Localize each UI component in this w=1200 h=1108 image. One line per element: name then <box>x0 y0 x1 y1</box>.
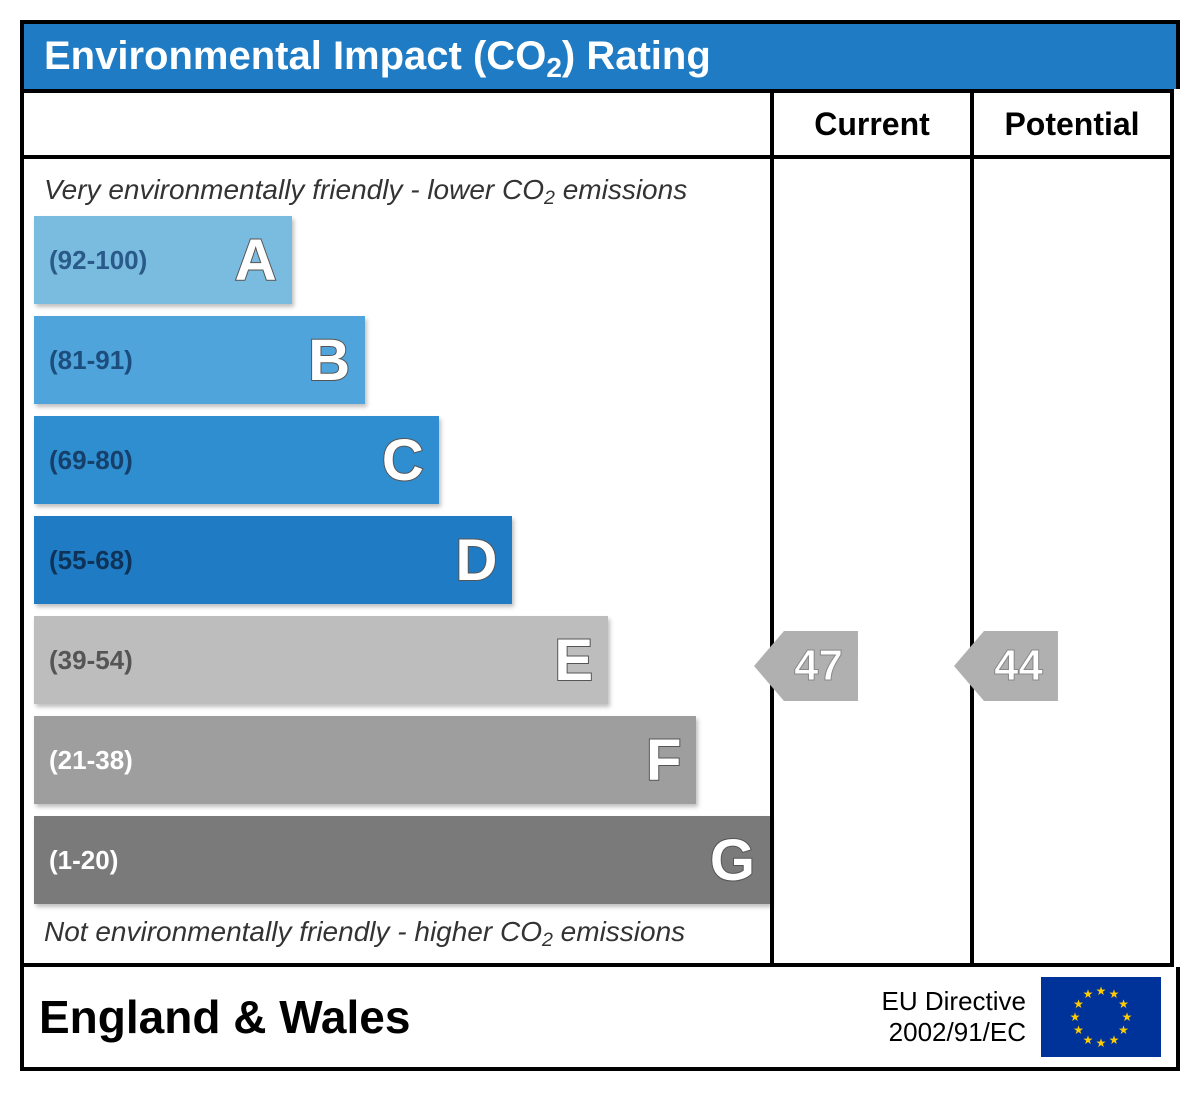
band-A: (92-100) A <box>34 216 292 304</box>
eu-star: ★ <box>1083 987 1094 1001</box>
band-letter: B <box>308 327 350 394</box>
band-range: (21-38) <box>49 745 133 776</box>
band-E: (39-54) E <box>34 616 608 704</box>
eu-star: ★ <box>1118 997 1129 1011</box>
band-G: (1-20) G <box>34 816 770 904</box>
band-letter: F <box>646 727 681 794</box>
band-letter: A <box>235 227 277 294</box>
footer-region: England & Wales <box>39 990 867 1044</box>
band-range: (69-80) <box>49 445 133 476</box>
eu-star: ★ <box>1083 1033 1094 1047</box>
eu-star: ★ <box>1070 1010 1081 1024</box>
eu-star: ★ <box>1118 1023 1129 1037</box>
eu-star: ★ <box>1122 1010 1133 1024</box>
header-current: Current <box>774 89 974 159</box>
band-F: (21-38) F <box>34 716 696 804</box>
band-range: (1-20) <box>49 845 118 876</box>
chart-footer: England & Wales EU Directive 2002/91/EC … <box>20 967 1180 1071</box>
footer-directive: EU Directive 2002/91/EC <box>882 986 1026 1048</box>
eu-star: ★ <box>1096 1036 1107 1050</box>
band-letter: E <box>554 627 593 694</box>
bands-area: Very environmentally friendly - lower CO… <box>24 159 774 967</box>
eu-star: ★ <box>1073 1023 1084 1037</box>
band-C: (69-80) C <box>34 416 439 504</box>
caption-bottom: Not environmentally friendly - higher CO… <box>34 916 770 948</box>
band-D: (55-68) D <box>34 516 512 604</box>
header-spacer <box>24 89 774 159</box>
eu-star: ★ <box>1109 1033 1120 1047</box>
band-B: (81-91) B <box>34 316 365 404</box>
chart-grid: Current Potential Very environmentally f… <box>20 89 1180 967</box>
caption-top: Very environmentally friendly - lower CO… <box>34 174 770 206</box>
chart-title: Environmental Impact (CO2) Rating <box>20 20 1180 89</box>
band-letter: C <box>382 427 424 494</box>
band-range: (55-68) <box>49 545 133 576</box>
band-letter: D <box>456 527 498 594</box>
epc-environmental-chart: Environmental Impact (CO2) Rating Curren… <box>20 20 1180 1071</box>
current-column: 47 <box>774 159 974 967</box>
band-range: (92-100) <box>49 245 147 276</box>
header-potential: Potential <box>974 89 1174 159</box>
band-letter: G <box>710 827 755 894</box>
band-range: (81-91) <box>49 345 133 376</box>
eu-star: ★ <box>1096 984 1107 998</box>
eu-flag-icon: ★★★★★★★★★★★★ <box>1041 977 1161 1057</box>
potential-column: 44 <box>974 159 1174 967</box>
band-range: (39-54) <box>49 645 133 676</box>
